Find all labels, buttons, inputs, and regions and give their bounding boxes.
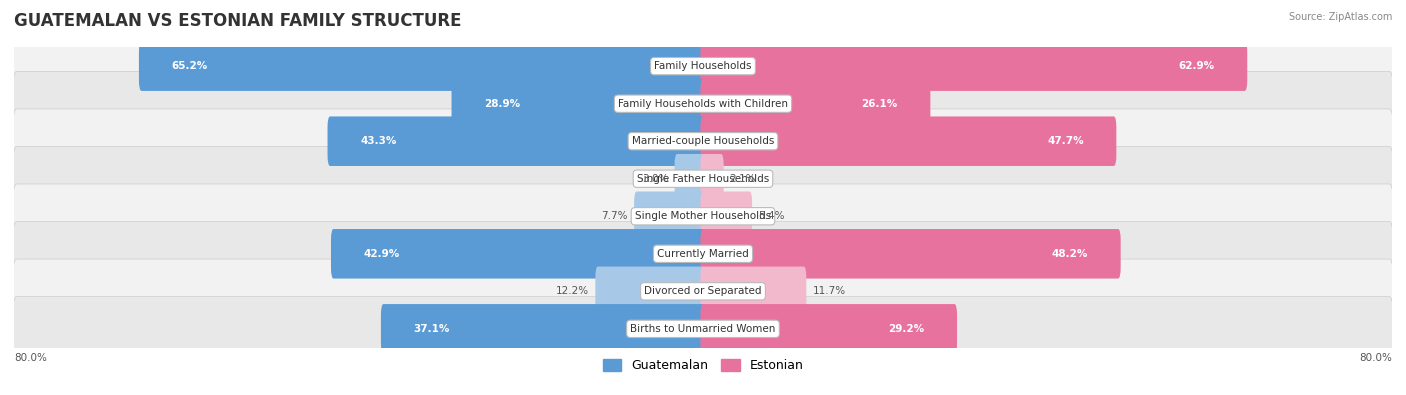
- FancyBboxPatch shape: [675, 154, 706, 203]
- Text: Single Father Households: Single Father Households: [637, 174, 769, 184]
- FancyBboxPatch shape: [13, 259, 1393, 324]
- Text: Source: ZipAtlas.com: Source: ZipAtlas.com: [1288, 12, 1392, 22]
- FancyBboxPatch shape: [13, 109, 1393, 173]
- FancyBboxPatch shape: [13, 297, 1393, 361]
- Text: GUATEMALAN VS ESTONIAN FAMILY STRUCTURE: GUATEMALAN VS ESTONIAN FAMILY STRUCTURE: [14, 12, 461, 30]
- FancyBboxPatch shape: [13, 222, 1393, 286]
- FancyBboxPatch shape: [700, 304, 957, 354]
- Text: 7.7%: 7.7%: [602, 211, 628, 221]
- Text: 12.2%: 12.2%: [557, 286, 589, 296]
- FancyBboxPatch shape: [700, 267, 807, 316]
- Text: Currently Married: Currently Married: [657, 249, 749, 259]
- Text: 26.1%: 26.1%: [862, 99, 897, 109]
- FancyBboxPatch shape: [13, 34, 1393, 98]
- FancyBboxPatch shape: [381, 304, 706, 354]
- FancyBboxPatch shape: [595, 267, 706, 316]
- Text: 48.2%: 48.2%: [1052, 249, 1088, 259]
- Text: 80.0%: 80.0%: [14, 353, 46, 363]
- FancyBboxPatch shape: [328, 117, 706, 166]
- Text: 43.3%: 43.3%: [360, 136, 396, 146]
- Text: Divorced or Separated: Divorced or Separated: [644, 286, 762, 296]
- FancyBboxPatch shape: [634, 192, 706, 241]
- Text: Births to Unmarried Women: Births to Unmarried Women: [630, 324, 776, 334]
- FancyBboxPatch shape: [330, 229, 706, 278]
- Text: Married-couple Households: Married-couple Households: [631, 136, 775, 146]
- FancyBboxPatch shape: [700, 79, 931, 128]
- FancyBboxPatch shape: [700, 229, 1121, 278]
- FancyBboxPatch shape: [700, 154, 724, 203]
- Text: 29.2%: 29.2%: [889, 324, 924, 334]
- FancyBboxPatch shape: [700, 192, 752, 241]
- FancyBboxPatch shape: [451, 79, 706, 128]
- Text: 2.1%: 2.1%: [730, 174, 756, 184]
- Text: 47.7%: 47.7%: [1047, 136, 1084, 146]
- FancyBboxPatch shape: [13, 184, 1393, 248]
- Text: 3.0%: 3.0%: [643, 174, 669, 184]
- Text: 62.9%: 62.9%: [1178, 61, 1215, 71]
- FancyBboxPatch shape: [700, 41, 1247, 91]
- FancyBboxPatch shape: [139, 41, 706, 91]
- FancyBboxPatch shape: [13, 71, 1393, 136]
- Text: 11.7%: 11.7%: [813, 286, 845, 296]
- Text: 80.0%: 80.0%: [1360, 353, 1392, 363]
- Text: 37.1%: 37.1%: [413, 324, 450, 334]
- FancyBboxPatch shape: [700, 117, 1116, 166]
- Text: Single Mother Households: Single Mother Households: [636, 211, 770, 221]
- FancyBboxPatch shape: [13, 147, 1393, 211]
- Text: 5.4%: 5.4%: [758, 211, 785, 221]
- Legend: Guatemalan, Estonian: Guatemalan, Estonian: [598, 354, 808, 377]
- Text: 42.9%: 42.9%: [364, 249, 399, 259]
- Text: Family Households with Children: Family Households with Children: [619, 99, 787, 109]
- Text: 28.9%: 28.9%: [484, 99, 520, 109]
- Text: 65.2%: 65.2%: [172, 61, 208, 71]
- Text: Family Households: Family Households: [654, 61, 752, 71]
